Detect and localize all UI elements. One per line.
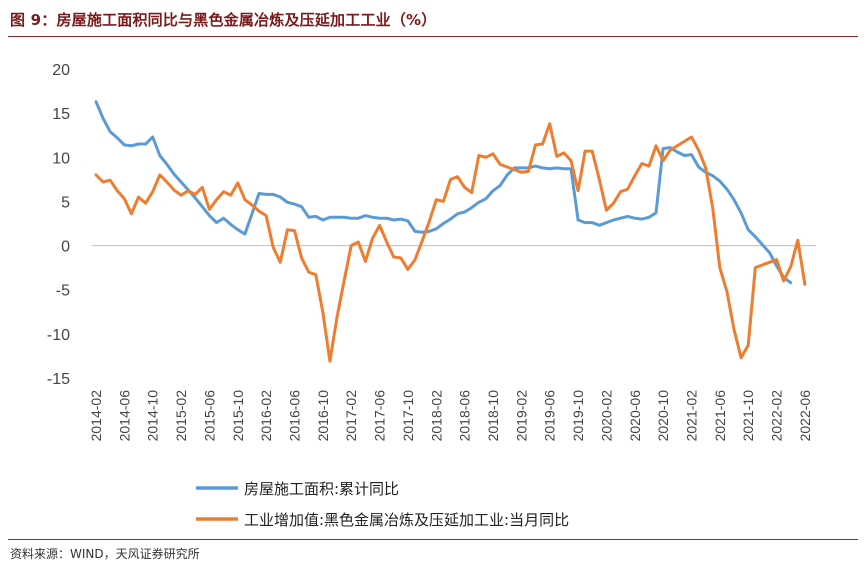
y-tick-label: -5 (56, 283, 70, 300)
x-tick-label: 2022-02 (769, 390, 785, 442)
x-tick-label: 2021-10 (740, 390, 756, 442)
x-tick-label: 2017-10 (400, 390, 416, 442)
source-note: 资料来源：WIND，天风证券研究所 (10, 547, 200, 561)
x-tick-label: 2014-02 (88, 390, 104, 442)
x-tick-label: 2016-10 (315, 390, 331, 442)
x-tick-label: 2018-10 (485, 390, 501, 442)
series-line-1 (94, 100, 793, 285)
x-axis: 2014-02 2014-06 2014-10 2015-02 2015-06 2015-… (88, 390, 813, 442)
y-axis: -15 -10 -5 0 5 10 15 20 (47, 62, 816, 388)
footer-divider (8, 539, 858, 540)
x-tick-label: 2016-02 (258, 390, 274, 442)
x-tick-label: 2019-10 (570, 390, 586, 442)
x-tick-label: 2020-10 (655, 390, 671, 442)
x-tick-label: 2021-06 (712, 390, 728, 442)
x-tick-label: 2015-10 (230, 390, 246, 442)
x-tick-label: 2022-06 (797, 390, 813, 442)
y-tick-label: -10 (47, 327, 70, 344)
x-tick-label: 2015-06 (201, 390, 217, 442)
x-tick-label: 2021-02 (683, 390, 699, 442)
legend-label-2: 工业增加值:黑色金属冶炼及压延加工业:当月同比 (244, 511, 569, 529)
legend-label-1: 房屋施工面积:累计同比 (244, 480, 399, 498)
y-tick-label: 20 (52, 62, 70, 79)
series-line-2 (94, 122, 807, 363)
x-tick-label: 2017-06 (372, 390, 388, 442)
x-tick-label: 2018-02 (428, 390, 444, 442)
x-tick-label: 2014-10 (145, 390, 161, 442)
y-tick-label: 10 (52, 150, 70, 167)
y-tick-label: 0 (61, 239, 70, 256)
x-tick-label: 2019-02 (513, 390, 529, 442)
x-tick-label: 2019-06 (542, 390, 558, 442)
x-tick-label: 2016-06 (286, 390, 302, 442)
series-layer (94, 100, 807, 363)
x-tick-label: 2020-06 (627, 390, 643, 442)
x-tick-label: 2018-06 (457, 390, 473, 442)
x-tick-label: 2017-02 (343, 390, 359, 442)
y-tick-label: 5 (61, 194, 70, 211)
x-tick-label: 2014-06 (116, 390, 132, 442)
x-tick-label: 2020-02 (598, 390, 614, 442)
title-divider (8, 36, 858, 37)
figure-title: 图 9：房屋施工面积同比与黑色金属冶炼及压延加工工业（%） (10, 11, 437, 29)
y-tick-label: -15 (47, 371, 70, 388)
y-tick-label: 15 (52, 106, 70, 123)
x-tick-label: 2015-02 (173, 390, 189, 442)
